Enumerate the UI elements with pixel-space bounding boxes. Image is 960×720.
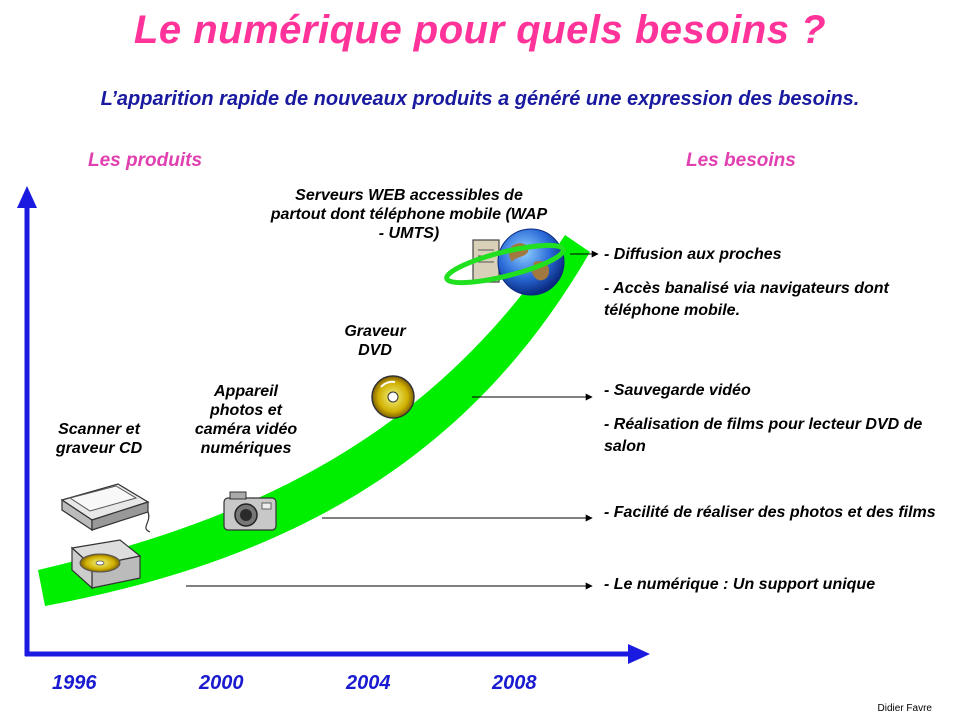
x-axis-arrowhead <box>628 644 650 664</box>
product-dvd-label: Graveur DVD <box>344 323 406 359</box>
need-arrows <box>186 250 599 590</box>
products-header: Les produits <box>88 150 203 171</box>
server-globe-icon <box>444 228 566 296</box>
need-acces: - Accès banalisé via navigateurs dont té… <box>604 280 889 319</box>
year-label-2004: 2004 <box>346 672 391 694</box>
product-web-label: Serveurs WEB accessibles de partout dont… <box>270 187 548 242</box>
dvd-disc-icon <box>371 375 415 419</box>
cd-burner-icon <box>70 539 142 590</box>
year-label-1996: 1996 <box>52 672 97 694</box>
axes <box>17 186 650 664</box>
need-photos: - Facilité de réaliser des photos et des… <box>604 504 936 521</box>
need-support: - Le numérique : Un support unique <box>604 576 876 593</box>
year-label-2008: 2008 <box>492 672 537 694</box>
need-diffusion: - Diffusion aux proches <box>604 246 782 263</box>
product-camera-label: Appareil photos et caméra vidéo numériqu… <box>194 383 298 457</box>
y-axis-arrowhead <box>17 186 37 208</box>
product-scanner-label: Scanner et graveur CD <box>55 421 143 457</box>
page-title: Le numérique pour quels besoins ? <box>133 8 827 52</box>
needs-header: Les besoins <box>686 150 796 171</box>
author-credit: Didier Favre <box>877 703 932 714</box>
need-films: - Réalisation de films pour lecteur DVD … <box>604 416 923 455</box>
camera-icon <box>223 491 277 531</box>
need-sauvegarde: - Sauvegarde vidéo <box>604 382 751 399</box>
year-label-2000: 2000 <box>199 672 244 694</box>
page-subtitle: L’apparition rapide de nouveaux produits… <box>100 88 860 110</box>
scanner-icon <box>60 483 151 533</box>
